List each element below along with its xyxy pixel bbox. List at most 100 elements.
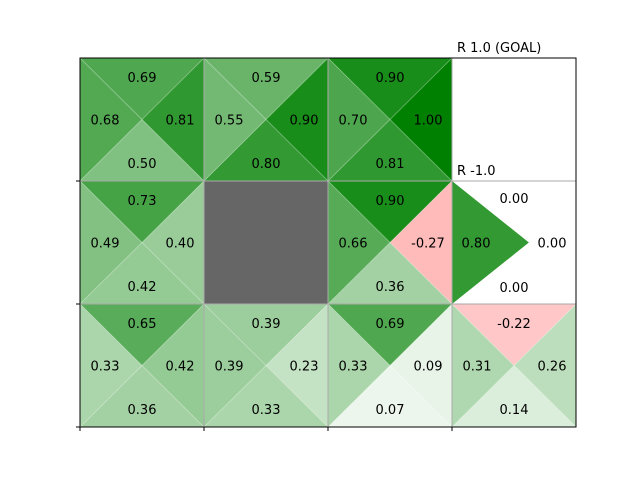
q-value-down: 0.42 xyxy=(128,280,157,295)
q-value-right: 0.81 xyxy=(166,114,195,129)
q-triangle-left xyxy=(328,304,390,427)
q-triangle-down xyxy=(328,365,452,427)
q-triangle-right xyxy=(142,181,204,304)
triangle-divider xyxy=(203,303,329,428)
q-value-right: 0.23 xyxy=(290,360,319,375)
q-value-up: 0.69 xyxy=(128,71,157,86)
q-value-right: 0.26 xyxy=(538,360,567,375)
q-triangle-up xyxy=(80,304,204,366)
q-triangle-right xyxy=(514,304,576,427)
q-triangle-left xyxy=(452,181,529,304)
cell-r0-c1 xyxy=(203,57,329,182)
q-value-up: 0.39 xyxy=(252,317,281,332)
frame-layer xyxy=(76,57,577,431)
q-value-left: 0.39 xyxy=(215,360,244,375)
cell-r1-c1 xyxy=(204,181,328,304)
q-triangle-left xyxy=(204,58,266,181)
terminal-reward-label: R 1.0 (GOAL) xyxy=(457,41,541,56)
triangle-divider xyxy=(79,303,205,428)
q-value-right: -0.27 xyxy=(411,237,445,252)
cell-r1-c2 xyxy=(327,180,453,305)
triangle-divider xyxy=(79,57,205,182)
q-value-right: 0.40 xyxy=(166,237,195,252)
q-value-right: 0.42 xyxy=(166,360,195,375)
q-triangle-left xyxy=(452,304,514,427)
q-triangle-right xyxy=(390,58,452,181)
q-triangle-left xyxy=(80,181,142,304)
labels-layer: 0.69 0.81 0.50 0.68 0.59 0.90 0.80 0.55 0.90 1.00… xyxy=(91,41,567,418)
triangle-divider xyxy=(79,180,205,305)
wall-cell xyxy=(204,181,328,304)
cell-r0-c2 xyxy=(327,57,453,182)
q-triangle-up xyxy=(328,58,452,120)
q-value-right: 1.00 xyxy=(414,114,443,129)
cells-layer xyxy=(79,57,577,428)
q-triangle-down xyxy=(80,119,204,181)
q-triangle-down xyxy=(452,365,576,427)
cell-r2-c3 xyxy=(451,303,577,428)
triangle-divider xyxy=(79,57,205,182)
q-triangle-up xyxy=(204,58,328,120)
triangle-divider xyxy=(203,303,329,428)
q-triangle-left xyxy=(328,58,390,181)
q-triangle-left xyxy=(328,181,390,304)
terminal-reward-label: R -1.0 xyxy=(457,164,496,179)
q-value-down: 0.07 xyxy=(376,403,405,418)
q-triangle-down xyxy=(204,365,328,427)
triangle-divider xyxy=(79,303,205,428)
q-triangle-up xyxy=(80,58,204,120)
q-value-up: 0.90 xyxy=(376,71,405,86)
cell-r2-c0 xyxy=(79,303,205,428)
triangle-divider xyxy=(203,57,329,182)
q-value-up: 0.73 xyxy=(128,194,157,209)
triangle-divider xyxy=(451,303,577,428)
triangle-divider xyxy=(79,180,205,305)
q-triangle-up xyxy=(328,304,452,366)
cell-r2-c1 xyxy=(203,303,329,428)
q-value-right: 0.00 xyxy=(538,237,567,252)
q-triangle-right xyxy=(390,181,452,304)
cell-r2-c2 xyxy=(327,303,453,428)
q-value-up: 0.90 xyxy=(376,194,405,209)
q-value-right: 0.90 xyxy=(290,114,319,129)
q-triangle-down xyxy=(328,119,452,181)
q-triangle-down xyxy=(80,365,204,427)
q-value-right: 0.09 xyxy=(414,360,443,375)
q-value-left: 0.66 xyxy=(339,237,368,252)
q-value-left: 0.80 xyxy=(462,237,491,252)
cell-r0-c3 xyxy=(452,58,576,181)
q-triangle-right xyxy=(266,304,328,427)
q-triangle-left xyxy=(80,304,142,427)
triangle-divider xyxy=(327,180,453,305)
q-triangle-right xyxy=(266,58,328,181)
q-value-down: 0.81 xyxy=(376,157,405,172)
q-triangle-down xyxy=(328,242,452,304)
q-value-down: 0.00 xyxy=(500,281,529,296)
q-value-up: 0.69 xyxy=(376,317,405,332)
triangle-divider xyxy=(327,57,453,182)
q-triangle-up xyxy=(204,304,328,366)
cell-r1-c3 xyxy=(452,181,576,304)
q-triangle-up xyxy=(452,304,576,366)
triangle-divider xyxy=(327,303,453,428)
q-value-up: 0.59 xyxy=(252,71,281,86)
q-value-down: 0.36 xyxy=(128,403,157,418)
triangle-divider xyxy=(451,303,577,428)
q-value-left: 0.33 xyxy=(91,360,120,375)
q-triangle-left xyxy=(204,304,266,427)
triangle-divider xyxy=(203,57,329,182)
q-value-left: 0.49 xyxy=(91,237,120,252)
q-triangle-right xyxy=(142,58,204,181)
q-value-up: -0.22 xyxy=(497,317,531,332)
q-triangle-up xyxy=(328,181,452,243)
q-triangle-down xyxy=(204,119,328,181)
q-triangle-right xyxy=(142,304,204,427)
q-value-up: 0.00 xyxy=(500,192,529,207)
q-value-up: 0.65 xyxy=(128,317,157,332)
q-value-left: 0.68 xyxy=(91,114,120,129)
q-value-left: 0.31 xyxy=(463,360,492,375)
q-triangle-down xyxy=(80,242,204,304)
q-value-down: 0.50 xyxy=(128,157,157,172)
terminal-cell xyxy=(452,58,576,181)
